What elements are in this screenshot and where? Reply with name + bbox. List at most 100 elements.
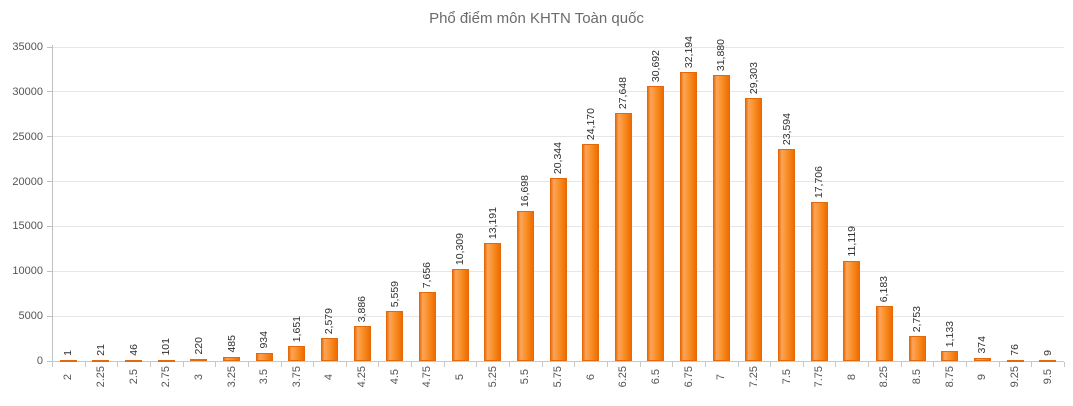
bar-value-label: 1,133 — [943, 320, 956, 347]
bar-value-label: 32,194 — [682, 35, 695, 68]
x-axis-tick — [476, 362, 478, 367]
x-axis-label-text: 4.75 — [421, 366, 434, 388]
bar-4.5[interactable] — [386, 311, 404, 361]
bar-value-label: 31,880 — [715, 38, 728, 71]
x-axis-tick — [900, 362, 902, 367]
y-axis-label: 10000 — [12, 265, 43, 278]
bar-7[interactable] — [712, 75, 730, 361]
x-axis-label-text: 5.5 — [519, 369, 532, 385]
x-axis-label-text: 5 — [454, 373, 467, 381]
bar-3.25[interactable] — [223, 357, 241, 361]
gridline — [52, 46, 1064, 48]
x-axis-tick — [280, 362, 282, 367]
bar-2.25[interactable] — [92, 360, 110, 362]
x-axis-label-text: 9.5 — [1041, 369, 1054, 385]
x-axis-label-text: 7.5 — [780, 369, 793, 385]
bar-9.25[interactable] — [1006, 360, 1024, 362]
x-axis-label-text: 4.5 — [388, 369, 401, 385]
y-axis-line — [52, 45, 53, 361]
bar-value-label: 11,119 — [845, 226, 858, 257]
x-axis-label-text: 8 — [845, 373, 858, 381]
bar-6.75[interactable] — [680, 72, 698, 361]
bar-3.75[interactable] — [288, 346, 306, 361]
x-axis-tick — [84, 362, 86, 367]
y-axis-tick — [47, 225, 52, 227]
bar-2[interactable] — [59, 360, 77, 362]
bar-3[interactable] — [190, 359, 208, 361]
x-axis-label: 4.5 — [386, 363, 404, 391]
bar-value-label: 9 — [1041, 350, 1054, 356]
bar-3.5[interactable] — [255, 353, 273, 361]
x-axis-label: 8.5 — [908, 363, 926, 391]
bar-4.75[interactable] — [418, 292, 436, 361]
bar-5.75[interactable] — [549, 178, 567, 361]
bar-8.5[interactable] — [908, 336, 926, 361]
bar-2.5[interactable] — [125, 360, 143, 362]
x-axis-label-text: 9.25 — [1009, 366, 1022, 388]
x-axis-tick — [1064, 362, 1065, 367]
x-axis-label-text: 7.25 — [747, 366, 760, 388]
x-axis-label: 5.5 — [516, 363, 534, 391]
bar-5[interactable] — [451, 269, 469, 361]
x-axis-label-text: 3.25 — [225, 366, 238, 388]
x-axis-tick — [345, 362, 347, 367]
x-axis-label-text: 4.25 — [356, 366, 369, 388]
x-axis-tick — [933, 362, 935, 367]
y-axis-label: 0 — [36, 355, 43, 367]
bar-value-label: 1,651 — [290, 315, 303, 342]
x-axis-line — [52, 361, 1064, 362]
y-axis-label: 20000 — [12, 175, 43, 188]
bar-7.25[interactable] — [745, 98, 763, 361]
x-axis-tick — [411, 362, 413, 367]
x-axis-label-text: 3 — [192, 373, 205, 381]
x-axis-label: 5.75 — [549, 363, 567, 391]
bar-6.25[interactable] — [614, 113, 632, 361]
bar-value-label: 934 — [258, 331, 271, 349]
y-axis-tick — [47, 270, 52, 272]
bar-value-label: 374 — [976, 336, 989, 354]
bar-4[interactable] — [320, 338, 338, 361]
bar-8.75[interactable] — [941, 351, 959, 361]
x-axis-tick — [215, 362, 217, 367]
x-axis-tick — [704, 362, 706, 367]
bar-7.5[interactable] — [778, 149, 796, 361]
x-axis-label: 8 — [843, 363, 861, 391]
bar-6[interactable] — [582, 144, 600, 361]
x-axis-tick — [117, 362, 119, 367]
x-axis-tick — [606, 362, 608, 367]
x-axis-tick — [966, 362, 968, 367]
bar-2.75[interactable] — [157, 360, 175, 362]
bar-7.75[interactable] — [810, 202, 828, 361]
bar-8.25[interactable] — [875, 306, 893, 361]
y-axis-tick — [47, 360, 52, 362]
y-axis-tick — [47, 91, 52, 93]
bar-9[interactable] — [973, 358, 991, 361]
bar-value-label: 29,303 — [747, 61, 760, 94]
chart-title: Phổ điểm môn KHTN Toàn quốc — [429, 10, 644, 27]
x-axis-tick — [378, 362, 380, 367]
bar-9.5[interactable] — [1039, 360, 1057, 362]
bar-value-label: 7,656 — [421, 261, 434, 288]
x-axis-label-text: 6.5 — [649, 369, 662, 385]
bar-value-label: 10,309 — [454, 232, 467, 265]
bar-value-label: 27,648 — [617, 76, 630, 109]
x-axis-tick — [672, 362, 674, 367]
bar-value-label: 21 — [94, 344, 107, 356]
bar-6.5[interactable] — [647, 86, 665, 361]
bar-5.25[interactable] — [484, 243, 502, 361]
x-axis-label: 3.25 — [223, 363, 241, 391]
x-axis-tick — [52, 362, 53, 367]
x-axis-label: 8.25 — [875, 363, 893, 391]
x-axis-label: 3.75 — [288, 363, 306, 391]
y-axis-label: 30000 — [12, 85, 43, 98]
bar-value-label: 46 — [127, 344, 140, 356]
bar-8[interactable] — [843, 261, 861, 361]
x-axis-label: 8.75 — [941, 363, 959, 391]
bar-4.25[interactable] — [353, 326, 371, 361]
x-axis-tick — [639, 362, 641, 367]
x-axis-label-text: 7 — [715, 373, 728, 381]
bar-5.5[interactable] — [516, 211, 534, 361]
bar-value-label: 3,886 — [356, 295, 369, 322]
x-axis-label-text: 6.25 — [617, 366, 630, 388]
bar-value-label: 5,559 — [388, 280, 401, 307]
